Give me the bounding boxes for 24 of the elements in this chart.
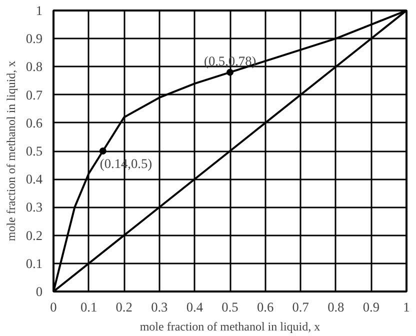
x-tick-label: 0.5 <box>222 300 239 314</box>
x-tick-label: 1 <box>403 300 410 314</box>
x-tick-label: 0.7 <box>292 300 310 314</box>
y-tick-label: 0.3 <box>26 200 43 215</box>
y-tick-label: 0.6 <box>26 115 43 130</box>
x-tick-label: 0.9 <box>362 300 380 314</box>
x-axis-title: mole fraction of methanol in liquid, x <box>140 320 320 334</box>
y-tick-label: 0.2 <box>26 228 43 243</box>
y-tick-label: 0.8 <box>26 59 43 74</box>
x-tick-label: 0.1 <box>80 300 98 314</box>
x-tick-label: 0.4 <box>186 300 204 314</box>
x-tick-label: 0 <box>50 300 58 314</box>
y-tick-label: 0.1 <box>26 256 43 271</box>
x-tick-label: 0.2 <box>116 300 132 314</box>
x-tick-label: 0.8 <box>328 300 345 314</box>
x-tick-label: 0.6 <box>256 300 274 314</box>
y-tick-label: 1 <box>36 3 43 18</box>
y-tick-label: 0.4 <box>26 172 43 187</box>
y-tick-label: 0.5 <box>26 144 43 158</box>
y-tick-label: 0 <box>36 284 43 299</box>
y-axis-title: mole fraction of methanol in liquid, x <box>4 60 18 242</box>
y-tick-label: 0.9 <box>26 31 43 46</box>
y-tick-label: 0.7 <box>26 87 43 102</box>
x-tick-label: 0.3 <box>151 300 168 314</box>
